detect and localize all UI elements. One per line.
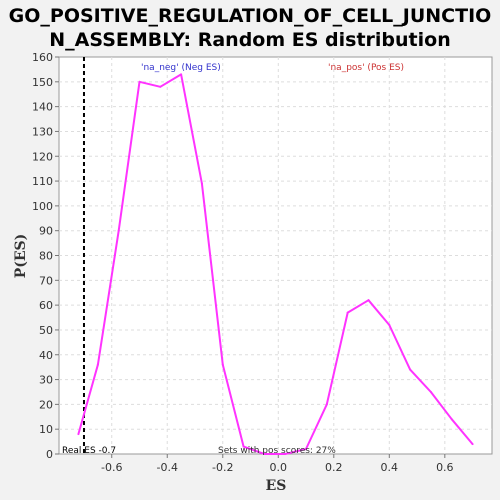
series-point	[200, 182, 203, 185]
series-point	[138, 80, 141, 83]
y-tick-label: 100	[32, 200, 53, 213]
y-tick-label: 40	[39, 349, 53, 362]
x-tick-label: -0.4	[157, 461, 178, 474]
y-axis-label: P(ES)	[13, 234, 29, 279]
series-layer	[77, 73, 474, 455]
x-tick-label: 0.2	[325, 461, 343, 474]
sets-pos-scores-label: Sets with pos scores: 27%	[218, 446, 336, 456]
series-point	[180, 73, 183, 76]
series-point	[367, 299, 370, 302]
series-point	[284, 453, 287, 455]
x-axis-label: ES	[266, 478, 287, 494]
y-tick-label: 70	[39, 274, 53, 287]
y-tick-label: 90	[39, 225, 53, 238]
series-point	[77, 433, 80, 436]
chart-title-line-1: GO_POSITIVE_REGULATION_OF_CELL_JUNCTIO	[9, 5, 492, 27]
grid-lines	[59, 57, 492, 454]
x-tick-label: 0.6	[436, 461, 454, 474]
real-es-label: Real ES -0.7	[62, 446, 116, 456]
series-point	[221, 363, 224, 366]
neg-es-annotation: 'na_neg' (Neg ES)	[141, 63, 221, 73]
y-tick-label: 110	[32, 175, 53, 188]
series-point	[471, 443, 474, 446]
y-tick-label: 150	[32, 76, 53, 89]
series-point	[325, 403, 328, 406]
y-tick-label: 130	[32, 125, 53, 138]
series-point	[388, 323, 391, 326]
y-tick-label: 80	[39, 250, 53, 263]
series-point	[96, 363, 99, 366]
chart-title-line-2: N_ASSEMBLY: Random ES distribution	[49, 29, 450, 51]
pos-es-annotation: 'na_pos' (Pos ES)	[328, 63, 404, 73]
y-tick-label: 20	[39, 398, 53, 411]
y-tick-label: 30	[39, 374, 53, 387]
y-tick-label: 120	[32, 150, 53, 163]
y-tick-label: 140	[32, 101, 53, 114]
y-tick-label: 10	[39, 423, 53, 436]
x-tick-label: -0.6	[101, 461, 122, 474]
y-axis: 0 10 20 30 40 50 60 70 80 90 100 110 120 130 140 150 160	[32, 51, 59, 461]
series-point	[117, 229, 120, 232]
series-point	[450, 418, 453, 421]
y-tick-label: 0	[46, 448, 53, 461]
series-line	[77, 73, 474, 455]
x-tick-label: 0.0	[270, 461, 288, 474]
series-point	[242, 445, 245, 448]
series-point	[346, 311, 349, 314]
x-tick-label: -0.2	[212, 461, 233, 474]
series-point	[409, 368, 412, 371]
series-point	[263, 453, 266, 455]
x-axis: -0.6 -0.4 -0.2 0.0 0.2 0.4 0.6	[101, 454, 454, 474]
series-point	[305, 448, 308, 451]
series-point	[159, 85, 162, 88]
series-point	[429, 390, 432, 393]
y-tick-label: 50	[39, 324, 53, 337]
y-tick-label: 60	[39, 299, 53, 312]
y-tick-label: 160	[32, 51, 53, 64]
x-tick-label: 0.4	[381, 461, 399, 474]
